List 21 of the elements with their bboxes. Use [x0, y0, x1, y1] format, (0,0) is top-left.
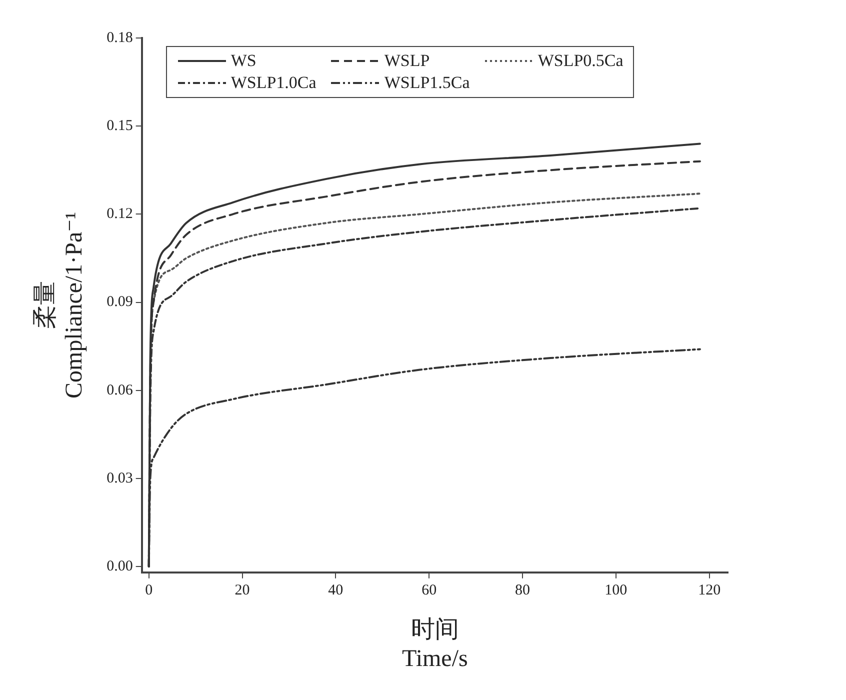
x-axis-title: 时间 Time/s [402, 617, 468, 672]
legend-label: WSLP1.0Ca [230, 73, 316, 93]
legend-label: WSLP1.5Ca [384, 73, 470, 93]
y-tick-label: 0.03 [106, 470, 133, 486]
x-tick-label: 20 [234, 582, 250, 598]
legend-label: WS [230, 51, 256, 71]
y-tick-label: 0.09 [106, 294, 133, 310]
x-tick-label: 0 [145, 582, 153, 598]
y-tick-label: 0.06 [106, 382, 134, 398]
legend-label: WSLP0.5Ca [538, 51, 624, 71]
x-tick-label: 100 [604, 582, 628, 598]
legend-label: WSLP [384, 51, 430, 71]
y-tick-label: 0.12 [106, 206, 133, 222]
y-tick-label: 0.00 [106, 558, 133, 574]
y-tick-label: 0.18 [106, 30, 133, 46]
x-tick-label: 60 [422, 582, 437, 598]
x-tick-label: 40 [328, 582, 344, 598]
y-tick-label: 0.15 [106, 118, 133, 134]
x-tick-label: 120 [698, 582, 721, 598]
x-tick-label: 80 [514, 582, 530, 598]
y-axis-title: 柔量 Compliance/1·Pa⁻¹ [32, 212, 88, 398]
